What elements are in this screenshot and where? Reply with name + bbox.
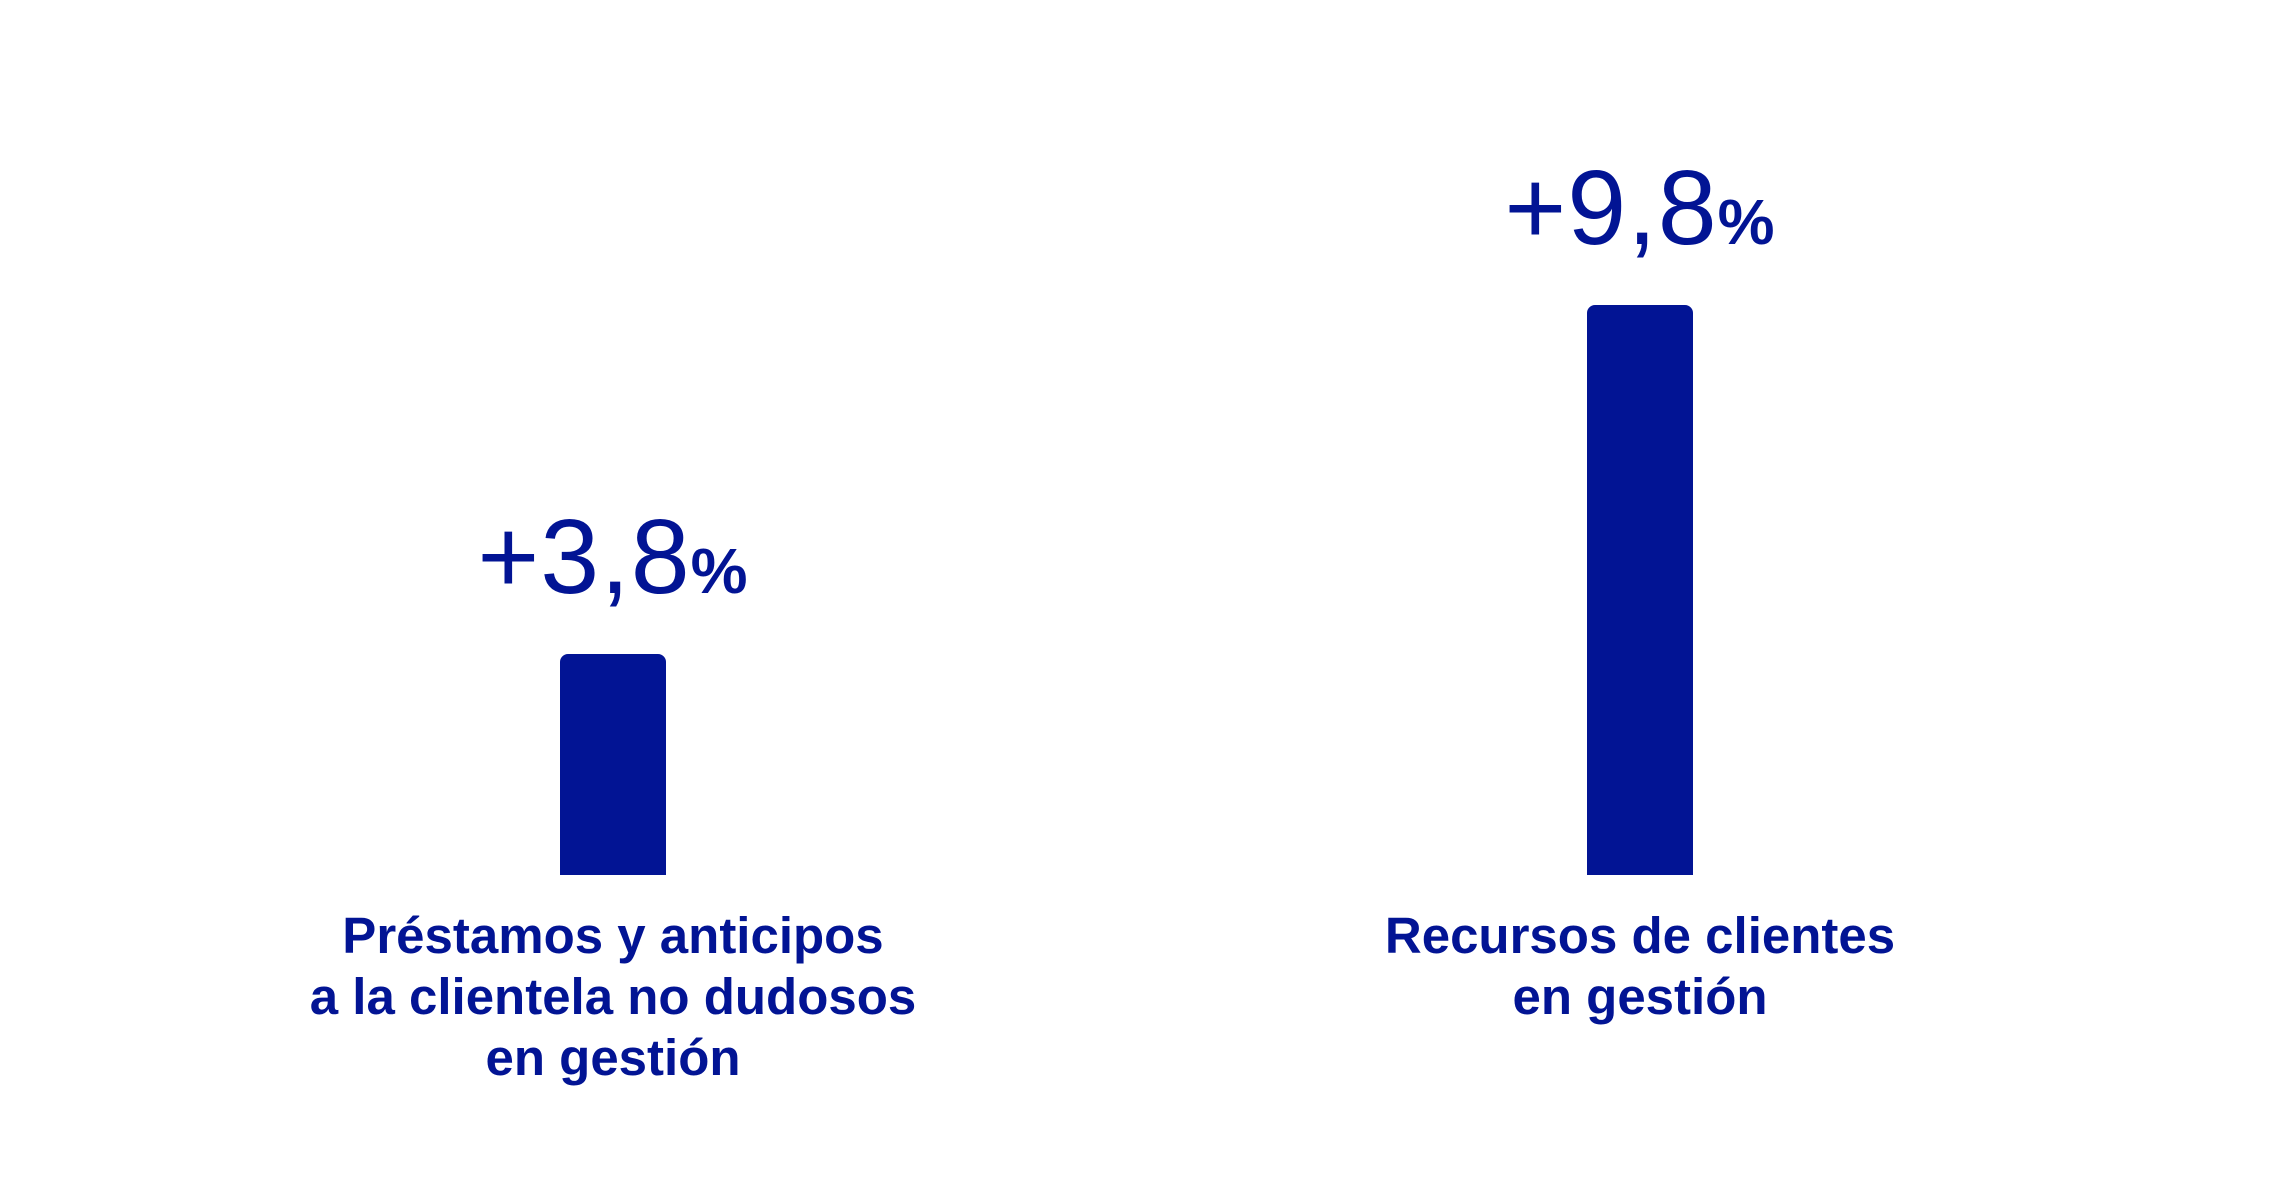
value-unit: % xyxy=(690,534,749,607)
category-label-line: Recursos de clientes xyxy=(1384,907,1896,964)
category-label-line: en gestión xyxy=(485,1029,741,1086)
bar-1 xyxy=(560,653,666,875)
category-label-2: Recursos de clientes en gestión xyxy=(1260,905,2020,1027)
value-label-2: +9,8% xyxy=(1340,155,1940,261)
category-label-line: Préstamos y anticipos xyxy=(342,907,884,964)
bar-2 xyxy=(1587,305,1693,875)
category-label-1: Préstamos y anticipos a la clientela no d… xyxy=(233,905,993,1088)
category-label-line: a la clientela no dudosos xyxy=(309,968,917,1025)
category-label-line: en gestión xyxy=(1512,968,1768,1025)
value-number: +3,8 xyxy=(477,497,691,616)
value-number: +9,8 xyxy=(1504,149,1718,267)
value-label-1: +3,8% xyxy=(313,504,913,610)
value-unit: % xyxy=(1717,186,1776,258)
